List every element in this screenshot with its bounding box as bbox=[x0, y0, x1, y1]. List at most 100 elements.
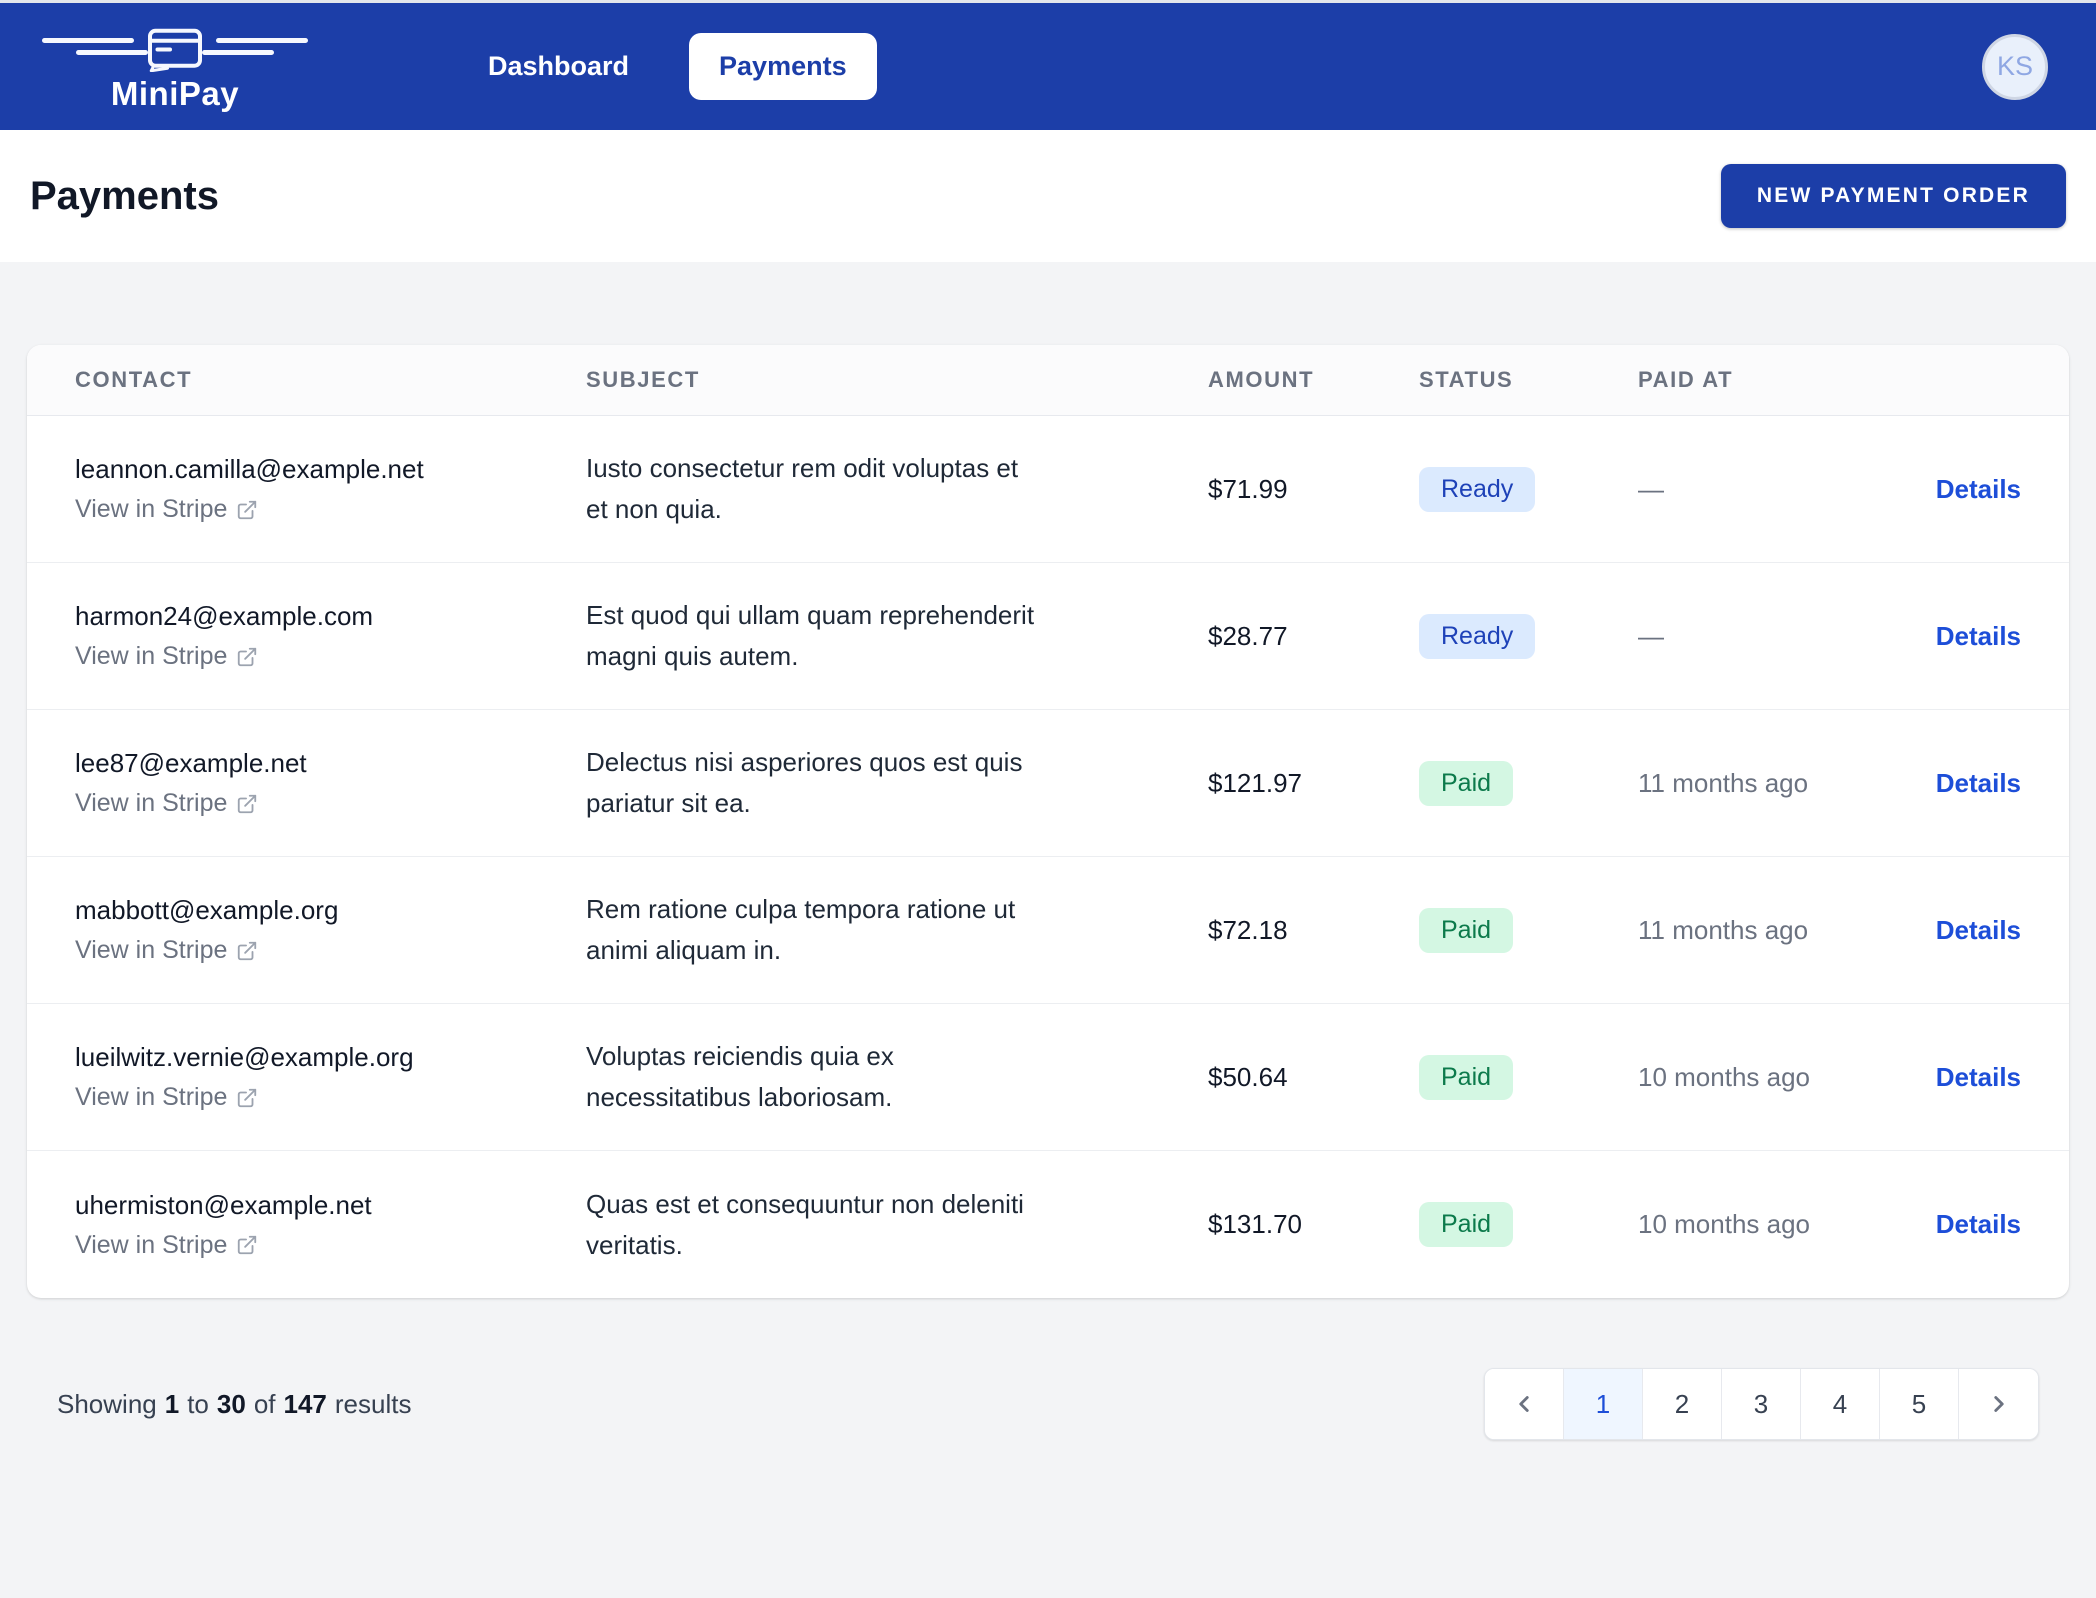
column-header-amount: AMOUNT bbox=[1208, 367, 1315, 392]
contact-cell: leannon.camilla@example.net View in Stri… bbox=[75, 454, 586, 524]
summary-word: of bbox=[253, 1388, 276, 1419]
actions-cell: Details bbox=[1868, 474, 2021, 505]
stripe-link-label: View in Stripe bbox=[75, 1230, 228, 1259]
nav-item-payments[interactable]: Payments bbox=[689, 33, 877, 100]
column-header-subject: SUBJECT bbox=[586, 367, 700, 392]
page-button-1[interactable]: 1 bbox=[1564, 1369, 1643, 1439]
subject-cell: Voluptas reiciendis quia ex necessitatib… bbox=[586, 1041, 894, 1112]
table-row: lueilwitz.vernie@example.org View in Str… bbox=[27, 1004, 2069, 1151]
results-summary: Showing 1 to 30 of 147 results bbox=[57, 1389, 411, 1420]
status-cell: Paid bbox=[1419, 1202, 1638, 1247]
table-row: leannon.camilla@example.net View in Stri… bbox=[27, 416, 2069, 563]
table-row: uhermiston@example.net View in Stripe Qu… bbox=[27, 1151, 2069, 1298]
logo-left-lines bbox=[42, 38, 148, 55]
external-link-icon bbox=[236, 646, 258, 668]
details-link[interactable]: Details bbox=[1935, 473, 2021, 504]
summary-start: 1 bbox=[164, 1388, 180, 1419]
paid-at-cell: — bbox=[1638, 473, 1664, 504]
column-header-contact: CONTACT bbox=[75, 367, 193, 392]
contact-email: mabbott@example.org bbox=[75, 895, 339, 925]
details-link[interactable]: Details bbox=[1935, 1209, 2021, 1239]
status-cell: Paid bbox=[1419, 1054, 1638, 1100]
status-cell: Ready bbox=[1419, 466, 1638, 512]
external-link-icon bbox=[236, 1234, 258, 1256]
view-in-stripe-link[interactable]: View in Stripe bbox=[75, 936, 258, 965]
stripe-link-label: View in Stripe bbox=[75, 642, 228, 670]
view-in-stripe-link[interactable]: View in Stripe bbox=[75, 1231, 258, 1260]
summary-total: 147 bbox=[283, 1388, 327, 1419]
actions-cell: Details bbox=[1868, 1062, 2021, 1093]
amount-cell: $50.64 bbox=[1208, 1061, 1288, 1092]
external-link-icon bbox=[236, 940, 258, 962]
stripe-link-label: View in Stripe bbox=[75, 789, 228, 817]
view-in-stripe-link[interactable]: View in Stripe bbox=[75, 789, 258, 818]
page-button-4[interactable]: 4 bbox=[1801, 1369, 1880, 1439]
subject-cell: Delectus nisi asperiores quos est quis p… bbox=[586, 747, 1023, 818]
contact-email: harmon24@example.com bbox=[75, 601, 374, 631]
page-button-3[interactable]: 3 bbox=[1722, 1369, 1801, 1439]
external-link-icon bbox=[236, 499, 258, 521]
brand-logo[interactable]: MiniPay bbox=[42, 21, 308, 113]
logo-right-lines bbox=[202, 38, 308, 55]
status-badge: Paid bbox=[1419, 907, 1514, 953]
view-in-stripe-link[interactable]: View in Stripe bbox=[75, 642, 258, 671]
paid-at-cell: 10 months ago bbox=[1638, 1209, 1811, 1239]
summary-end: 30 bbox=[216, 1388, 246, 1419]
nav-item-dashboard[interactable]: Dashboard bbox=[488, 51, 630, 81]
status-cell: Paid bbox=[1419, 760, 1638, 806]
previous-page-button[interactable] bbox=[1485, 1369, 1564, 1439]
chevron-right-icon bbox=[1986, 1391, 2012, 1417]
navbar: MiniPay Dashboard Payments KS bbox=[0, 3, 2096, 130]
page-button-5[interactable]: 5 bbox=[1880, 1369, 1959, 1439]
chevron-left-icon bbox=[1511, 1391, 1537, 1417]
contact-email: lueilwitz.vernie@example.org bbox=[75, 1042, 414, 1072]
amount-cell: $72.18 bbox=[1208, 914, 1288, 945]
amount-cell: $71.99 bbox=[1208, 473, 1288, 504]
external-link-icon bbox=[236, 1087, 258, 1109]
contact-cell: lueilwitz.vernie@example.org View in Str… bbox=[75, 1042, 586, 1112]
summary-word: to bbox=[187, 1388, 209, 1419]
amount-cell: $131.70 bbox=[1208, 1209, 1302, 1239]
contact-cell: mabbott@example.org View in Stripe bbox=[75, 895, 586, 965]
status-cell: Paid bbox=[1419, 907, 1638, 953]
contact-email: leannon.camilla@example.net bbox=[75, 454, 424, 484]
column-header-paid-at: PAID AT bbox=[1638, 367, 1734, 392]
status-cell: Ready bbox=[1419, 613, 1638, 659]
avatar[interactable]: KS bbox=[1982, 33, 2048, 100]
actions-cell: Details bbox=[1868, 1209, 2021, 1240]
actions-cell: Details bbox=[1868, 768, 2021, 799]
page-header: Payments NEW PAYMENT ORDER bbox=[0, 130, 2096, 262]
pagination: 1 2 3 4 5 bbox=[1484, 1368, 2039, 1440]
contact-cell: lee87@example.net View in Stripe bbox=[75, 748, 586, 818]
contact-cell: uhermiston@example.net View in Stripe bbox=[75, 1190, 586, 1260]
column-header-status: STATUS bbox=[1419, 367, 1514, 392]
contact-email: uhermiston@example.net bbox=[75, 1189, 372, 1220]
details-link[interactable]: Details bbox=[1935, 1061, 2021, 1092]
main-content: CONTACT SUBJECT AMOUNT STATUS PAID AT le… bbox=[0, 262, 2096, 1440]
table-row: lee87@example.net View in Stripe Delectu… bbox=[27, 710, 2069, 857]
payments-table-card: CONTACT SUBJECT AMOUNT STATUS PAID AT le… bbox=[27, 345, 2069, 1298]
brand-artwork bbox=[42, 21, 308, 73]
nav-links: Dashboard Payments bbox=[458, 33, 877, 100]
next-page-button[interactable] bbox=[1959, 1369, 2038, 1439]
details-link[interactable]: Details bbox=[1935, 620, 2021, 651]
page-button-2[interactable]: 2 bbox=[1643, 1369, 1722, 1439]
details-link[interactable]: Details bbox=[1935, 914, 2021, 945]
view-in-stripe-link[interactable]: View in Stripe bbox=[75, 495, 258, 524]
paid-at-cell: — bbox=[1638, 620, 1664, 651]
details-link[interactable]: Details bbox=[1935, 767, 2021, 798]
status-badge: Paid bbox=[1419, 1202, 1514, 1247]
contact-email: lee87@example.net bbox=[75, 748, 307, 778]
summary-word: Showing bbox=[57, 1388, 157, 1419]
actions-cell: Details bbox=[1868, 621, 2021, 652]
table-row: mabbott@example.org View in Stripe Rem r… bbox=[27, 857, 2069, 1004]
credit-card-icon bbox=[144, 22, 206, 72]
window-top-edge bbox=[0, 0, 2096, 3]
contact-cell: harmon24@example.com View in Stripe bbox=[75, 601, 586, 671]
view-in-stripe-link[interactable]: View in Stripe bbox=[75, 1083, 258, 1112]
new-payment-order-button[interactable]: NEW PAYMENT ORDER bbox=[1720, 164, 2066, 228]
subject-cell: Rem ratione culpa tempora ratione ut ani… bbox=[586, 894, 1016, 965]
status-badge: Paid bbox=[1419, 760, 1514, 806]
stripe-link-label: View in Stripe bbox=[75, 936, 228, 964]
status-badge: Ready bbox=[1419, 466, 1536, 512]
